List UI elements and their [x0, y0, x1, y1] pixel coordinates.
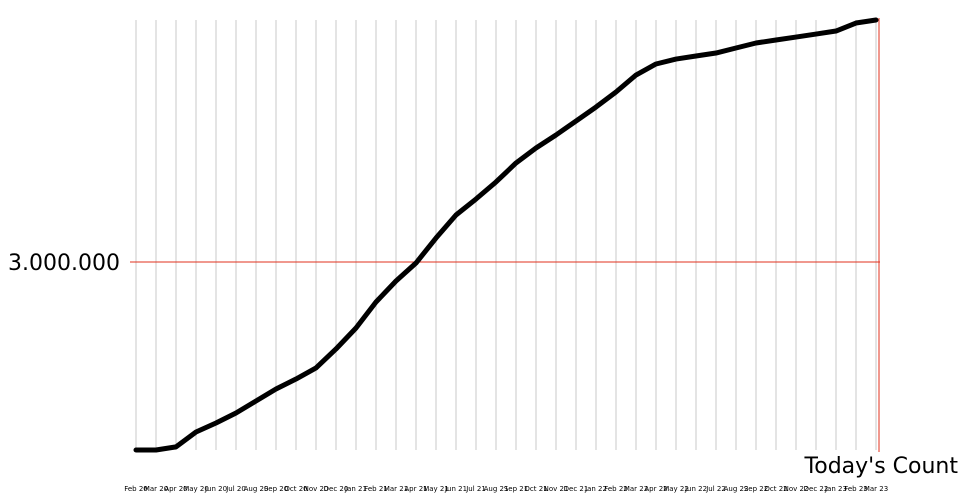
x-tick-label: Nov 20: [304, 485, 329, 493]
x-tick-label: May 22: [663, 485, 689, 493]
x-tick-label: Feb 21: [364, 485, 388, 493]
x-tick-label: Apr 20: [164, 485, 187, 493]
x-tick-label: Dec 22: [804, 485, 829, 493]
x-tick-label: Jan 23: [824, 485, 847, 493]
x-tick-label: Sep 21: [504, 485, 528, 493]
x-tick-label: Feb 23: [844, 485, 868, 493]
x-tick-label: May 21: [423, 485, 449, 493]
x-tick-label: May 20: [183, 485, 209, 493]
x-tick-label: Jun 22: [684, 485, 707, 493]
x-tick-label: Jul 22: [705, 485, 726, 493]
x-tick-label: Jun 21: [444, 485, 467, 493]
x-tick-label: Mar 20: [144, 485, 168, 493]
plot: [133, 17, 879, 453]
x-tick-label: Aug 21: [484, 485, 509, 493]
x-tick-label: Oct 21: [524, 485, 547, 493]
grid: [130, 20, 880, 450]
data-line: [133, 17, 879, 453]
x-tick-label: Apr 21: [404, 485, 427, 493]
x-tick-label: Oct 20: [284, 485, 307, 493]
x-tick-label: Mar 22: [624, 485, 648, 493]
x-tick-label: Feb 22: [604, 485, 628, 493]
x-tick-label: Nov 22: [784, 485, 809, 493]
x-tick-label: Jul 21: [465, 485, 486, 493]
x-tick-label: Mar 23: [864, 485, 888, 493]
x-tick-label: Dec 20: [324, 485, 349, 493]
x-tick-label: Oct 22: [764, 485, 787, 493]
x-tick-label: Jan 22: [584, 485, 607, 493]
x-tick-label: Sep 20: [264, 485, 288, 493]
x-tick-label: Feb 20: [124, 485, 148, 493]
x-tick-label: Nov 21: [544, 485, 569, 493]
x-tick-label: Jan 21: [344, 485, 367, 493]
annotation: Today's Count: [804, 454, 959, 479]
x-tick-label: Jul 20: [225, 485, 246, 493]
x-tick-label: Jun 20: [204, 485, 227, 493]
x-tick-label: Aug 22: [724, 485, 749, 493]
y-tick-label: 3.000.000: [8, 251, 120, 276]
x-tick-label: Mar 21: [384, 485, 408, 493]
x-tick-label: Apr 22: [644, 485, 667, 493]
x-tick-label: Sep 22: [744, 485, 768, 493]
x-tick-label: Dec 21: [564, 485, 589, 493]
x-tick-label: Aug 20: [244, 485, 269, 493]
